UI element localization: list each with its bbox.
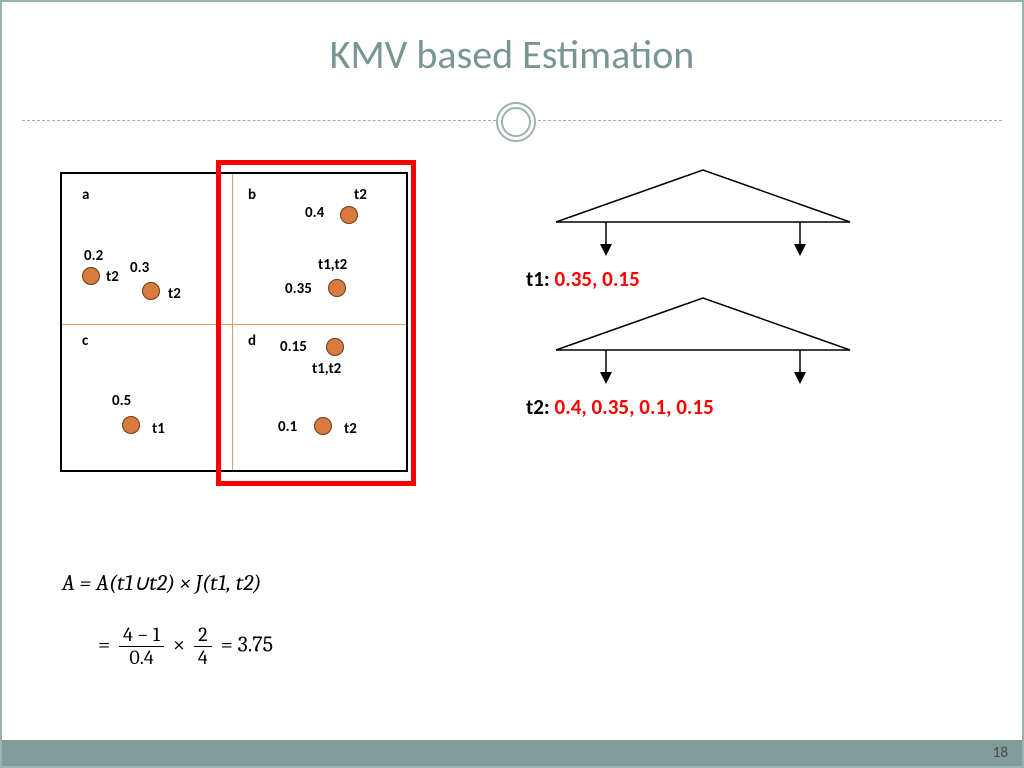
page-number: 18 [993,744,1008,762]
value-label: 0.1 [278,418,297,436]
cell-b: b [248,186,256,204]
data-point [314,417,332,435]
triangle-icon [538,292,868,392]
result-t1: t1: 0.35, 0.15 [526,266,640,292]
data-point [326,338,344,356]
tag-label: t2 [344,420,357,438]
value-label: 0.5 [112,392,131,410]
value-label: 0.2 [84,247,103,265]
data-point [340,206,358,224]
frac2-den: 4 [194,647,212,669]
data-point [142,282,160,300]
cell-c: c [82,332,88,350]
data-point [122,416,140,434]
formula-line-2: = 4 − 1 0.4 × 2 4 = 3.75 [98,624,273,669]
triangle-1 [538,164,868,269]
t1-values: 0.35, 0.15 [554,266,639,292]
tag-label: t2 [106,268,119,286]
fraction-1: 4 − 1 0.4 [119,624,164,669]
tag-label: t1 [152,420,165,438]
value-label: 0.3 [130,259,149,277]
result-value: = 3.75 [221,632,274,658]
data-point [328,279,346,297]
bottom-bar [2,740,1022,766]
triangle-2 [538,292,868,397]
tag-label: t2 [168,285,181,303]
t2-label: t2: [526,394,554,420]
result-t2: t2: 0.4, 0.35, 0.1, 0.15 [526,394,714,420]
triangle-icon [538,164,868,264]
times-sign: × [173,632,190,658]
value-label: 0.15 [280,338,307,356]
value-label: 0.35 [285,280,312,298]
formula-line-1: A = A(t1∪t2) × J(t1, t2) [62,570,261,596]
tag-label: t1,t2 [318,256,347,274]
frac1-den: 0.4 [119,647,164,669]
value-label: 0.4 [305,204,324,222]
eq-sign: = [98,632,115,658]
frac2-num: 2 [194,624,212,647]
tag-label: t1,t2 [312,360,341,378]
cell-d: d [248,332,256,350]
ring-decoration [496,102,536,142]
t2-values: 0.4, 0.35, 0.1, 0.15 [554,394,713,420]
page-title: KMV based Estimation [2,30,1022,79]
t1-label: t1: [526,266,554,292]
data-point [82,267,100,285]
cell-a: a [82,186,89,204]
frac1-num: 4 − 1 [119,624,164,647]
fraction-2: 2 4 [194,624,212,669]
tag-label: t2 [354,186,367,204]
slide: KMV based Estimation a b c d 0.2 t2 0.3 … [0,0,1024,768]
